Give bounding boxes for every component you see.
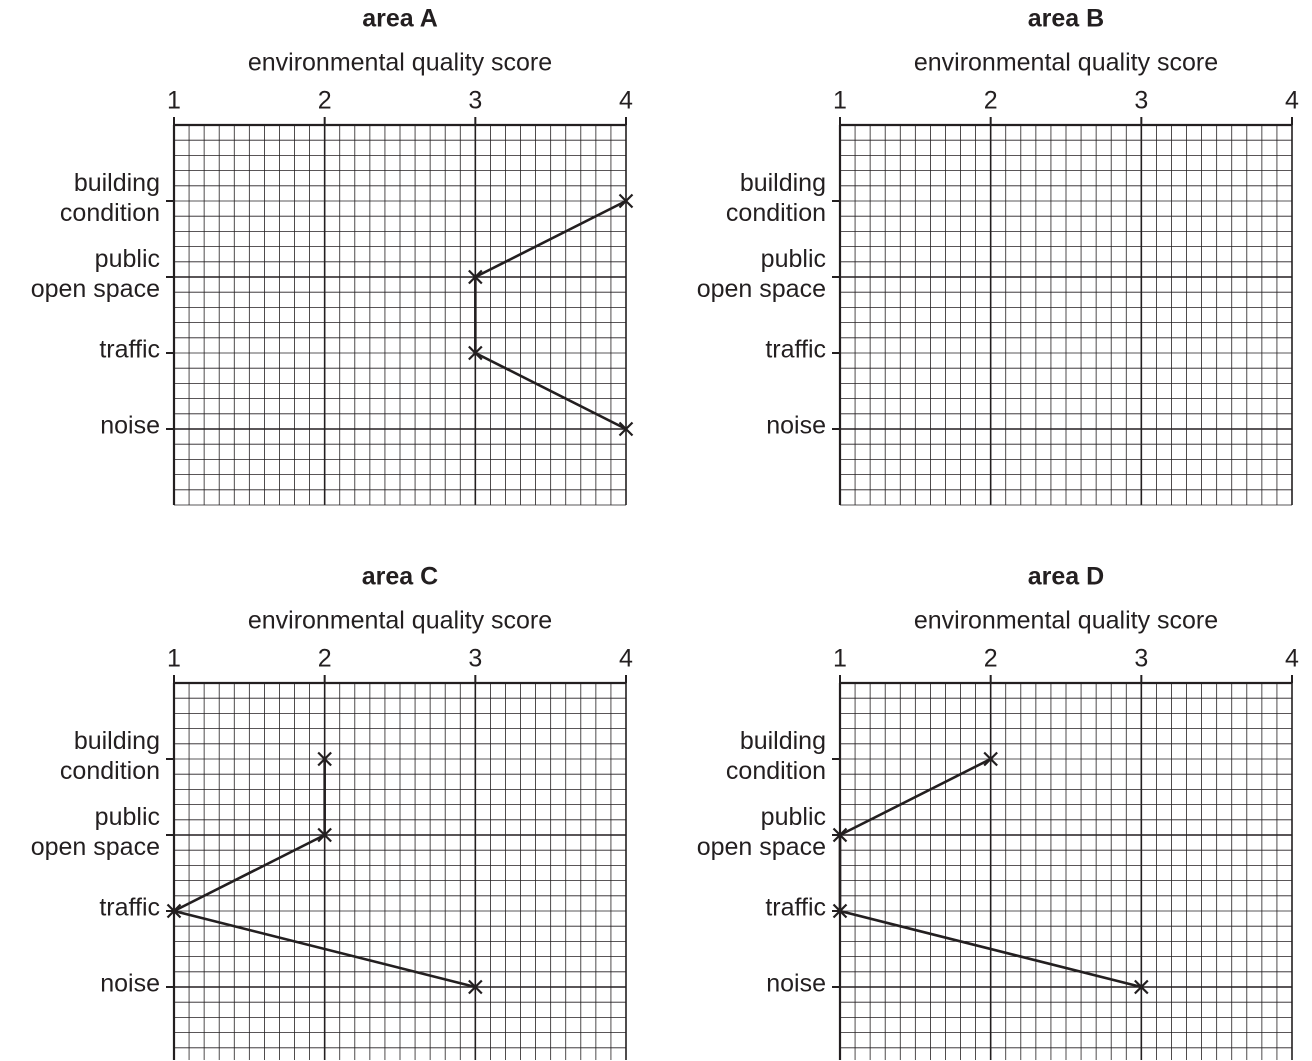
series-line — [172, 759, 476, 989]
cross-marker — [1134, 979, 1149, 995]
x-tick-label: 4 — [1285, 87, 1299, 115]
series-line — [838, 757, 1142, 989]
chart-title: area B — [1028, 5, 1104, 33]
x-axis-label: environmental quality score — [914, 607, 1218, 635]
x-tick-label: 2 — [984, 645, 998, 673]
x-tick-label: 3 — [468, 645, 482, 673]
x-tick-label: 1 — [833, 87, 847, 115]
y-tick-label: building condition — [60, 169, 160, 227]
x-tick-label: 1 — [833, 645, 847, 673]
x-tick-label: 4 — [1285, 645, 1299, 673]
chart-title: area A — [362, 5, 438, 33]
y-tick-label: noise — [766, 970, 826, 998]
x-tick-label: 3 — [1134, 87, 1148, 115]
cross-marker — [618, 421, 634, 437]
cross-marker — [983, 751, 998, 767]
x-tick-label: 2 — [318, 645, 332, 673]
x-axis-label: environmental quality score — [914, 49, 1218, 77]
y-tick-label: public open space — [31, 245, 160, 303]
x-tick-label: 2 — [984, 87, 998, 115]
y-tick-label: noise — [100, 412, 160, 440]
y-tick-label: traffic — [765, 894, 826, 922]
chart-title: area D — [1028, 563, 1104, 591]
x-tick-label: 3 — [468, 87, 482, 115]
x-tick-label: 2 — [318, 87, 332, 115]
x-axis-label: environmental quality score — [248, 49, 552, 77]
cross-marker — [317, 751, 332, 767]
chart-title: area C — [362, 563, 438, 591]
x-tick-label: 4 — [619, 645, 633, 673]
cross-marker — [832, 827, 848, 843]
cross-marker — [166, 903, 182, 919]
y-tick-label: traffic — [99, 336, 160, 364]
cross-marker — [317, 827, 332, 843]
cross-marker — [618, 193, 634, 209]
y-tick-label: building condition — [726, 727, 826, 785]
y-tick-label: traffic — [765, 336, 826, 364]
series-line — [474, 199, 627, 431]
cross-marker — [468, 269, 483, 285]
y-tick-label: traffic — [99, 894, 160, 922]
x-tick-label: 4 — [619, 87, 633, 115]
y-tick-label: building condition — [726, 169, 826, 227]
y-tick-label: noise — [766, 412, 826, 440]
y-tick-label: noise — [100, 970, 160, 998]
x-axis-label: environmental quality score — [248, 607, 552, 635]
x-tick-label: 1 — [167, 87, 181, 115]
y-tick-label: public open space — [697, 245, 826, 303]
y-tick-label: building condition — [60, 727, 160, 785]
cross-marker — [468, 979, 483, 995]
x-tick-label: 3 — [1134, 645, 1148, 673]
y-tick-label: public open space — [31, 803, 160, 861]
y-tick-label: public open space — [697, 803, 826, 861]
cross-marker — [468, 345, 483, 361]
cross-marker — [832, 903, 848, 919]
x-tick-label: 1 — [167, 645, 181, 673]
